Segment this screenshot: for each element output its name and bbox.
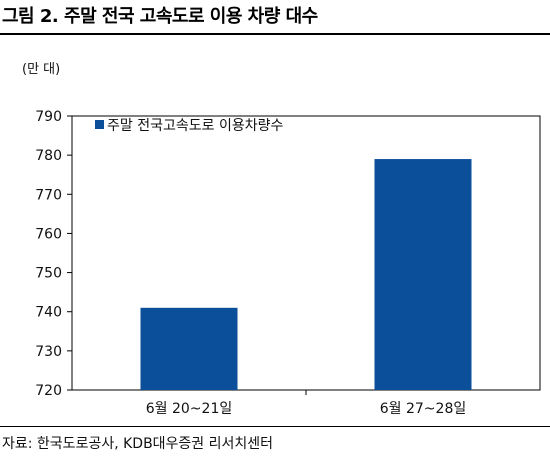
legend-label: 주말 전국고속도로 이용차량수 [107, 118, 283, 134]
source-note: 자료: 한국도로공사, KDB대우증권 리서치센터 [2, 436, 274, 452]
unit-label: (만 대) [22, 62, 61, 77]
bar-chart: 720 730 740 750 760 770 780 790 6월 20~21일 6월 27~… [35, 109, 541, 417]
bar [140, 307, 238, 390]
figure-title: 그림 2. 주말 전국 고속도로 이용 차량 대수 [2, 6, 318, 27]
y-tick-label: 740 [35, 305, 62, 321]
y-tick-label: 750 [35, 266, 62, 282]
source-divider [0, 426, 550, 427]
legend-swatch [95, 120, 104, 129]
x-axis: 6월 20~21일 6월 27~28일 [146, 390, 466, 417]
bar [374, 159, 472, 390]
y-tick-label: 730 [35, 344, 62, 360]
y-tick-label: 790 [35, 109, 62, 125]
y-tick-label: 760 [35, 226, 62, 242]
title-divider [0, 33, 550, 35]
bars [140, 159, 472, 390]
x-tick-label: 6월 20~21일 [146, 401, 232, 417]
y-tick-label: 770 [35, 187, 62, 203]
y-axis: 720 730 740 750 760 770 780 790 [35, 109, 72, 399]
y-tick-label: 780 [35, 148, 62, 164]
y-tick-label: 720 [35, 383, 62, 399]
legend: 주말 전국고속도로 이용차량수 [95, 118, 283, 134]
x-tick-label: 6월 27~28일 [380, 401, 466, 417]
